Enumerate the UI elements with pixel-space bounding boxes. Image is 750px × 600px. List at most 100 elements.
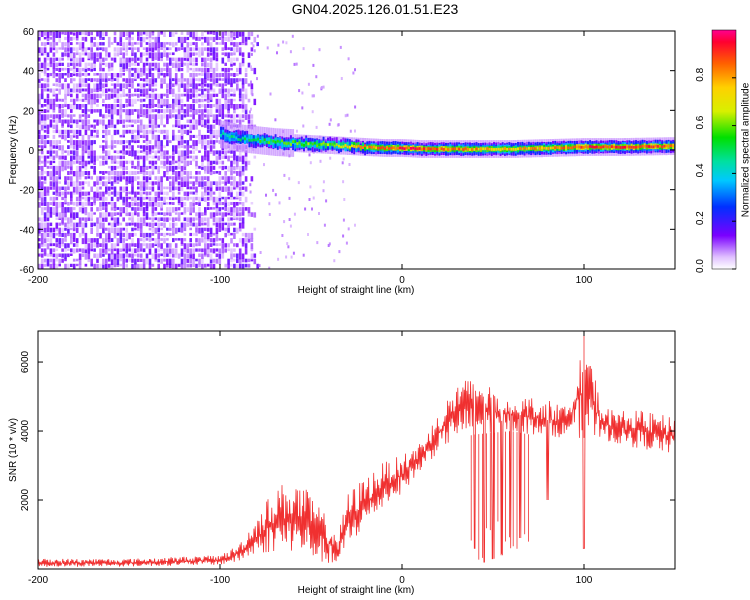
noise-cell [157,243,160,248]
noise-cell [309,185,312,189]
noise-cell [180,124,184,130]
noise-cell [64,47,67,52]
noise-cell [166,176,169,181]
noise-cell [157,52,160,59]
noise-cell [137,191,140,195]
noise-cell [61,155,64,160]
noise-cell [157,191,160,198]
noise-cell [166,171,169,175]
noise-cell [145,165,149,170]
ridge-cell [608,145,611,149]
noise-cell [329,156,332,160]
noise-cell [46,83,50,88]
noise-cell [145,232,149,238]
noise-cell [113,155,117,162]
noise-cell [238,88,242,95]
noise-cell [218,176,222,182]
noise-cell [93,98,96,105]
noise-cell [116,263,120,267]
noise-cell [116,217,120,224]
noise-cell [198,119,201,126]
noise-cell [212,129,216,136]
noise-cell [236,73,239,77]
noise-cell [122,119,125,124]
noise-cell [172,150,175,156]
noise-cell [84,263,88,267]
noise-cell [157,124,160,128]
noise-cell [55,67,59,71]
noise-cell [148,150,152,155]
noise-cell [122,134,125,138]
ridge-cell [263,139,266,145]
noise-cell [102,62,105,66]
noise-cell [72,145,76,150]
noise-cell [96,181,99,186]
noise-cell [134,243,137,247]
noise-cell [169,248,172,254]
noise-cell [107,73,111,76]
noise-cell [151,160,155,166]
noise-cell [49,88,53,93]
noise-cell [102,47,105,52]
noise-cell [183,78,187,82]
noise-cell [125,238,128,241]
noise-cell [105,191,108,195]
ridge-cell [637,145,640,149]
noise-cell [102,171,105,175]
ridge-cell [453,147,456,151]
noise-cell [151,109,155,113]
noise-cell [113,243,117,249]
noise-cell [209,98,213,103]
noise-cell [119,88,123,92]
noise-cell [209,227,213,235]
noise-cell [163,191,166,195]
noise-cell [142,160,146,167]
noise-cell [78,263,82,269]
noise-cell [212,263,216,269]
noise-cell [233,253,236,258]
ridge-cell [412,146,415,150]
noise-cell [96,31,99,37]
noise-cell [55,140,59,146]
noise-cell [160,109,163,113]
noise-cell [145,67,149,72]
noise-cell [128,67,131,73]
noise-cell [209,42,213,48]
noise-cell [163,124,166,128]
noise-cell [70,62,73,66]
noise-cell [177,145,181,149]
noise-cell [192,57,195,63]
noise-cell [341,161,344,165]
noise-cell [218,253,222,259]
noise-cell [99,232,102,239]
noise-cell [154,160,158,165]
y-tick-label: 4000 [20,419,31,442]
noise-cell [128,181,131,184]
noise-cell [131,83,134,89]
noise-cell [61,227,64,233]
noise-cell [125,57,128,63]
noise-cell [174,248,178,255]
noise-cell [201,109,204,116]
ridge-cell [460,147,463,151]
noise-cell [154,104,158,107]
noise-cell [201,212,204,216]
noise-cell [218,222,222,228]
noise-cell [58,232,61,237]
noise-cell [61,98,64,102]
noise-cell [180,145,184,148]
noise-cell [142,181,146,188]
chart-title: GN04.2025.126.01.51.E23 [291,1,459,17]
noise-cell [128,124,131,128]
noise-cell [172,124,175,128]
noise-cell [180,73,184,79]
noise-cell [244,129,248,135]
noise-cell [110,165,114,171]
noise-cell [90,196,93,200]
noise-cell [157,129,160,133]
noise-cell [99,145,102,148]
noise-cell [137,222,140,229]
noise-cell [87,98,91,105]
noise-cell [345,241,348,245]
noise-cell [84,207,88,213]
